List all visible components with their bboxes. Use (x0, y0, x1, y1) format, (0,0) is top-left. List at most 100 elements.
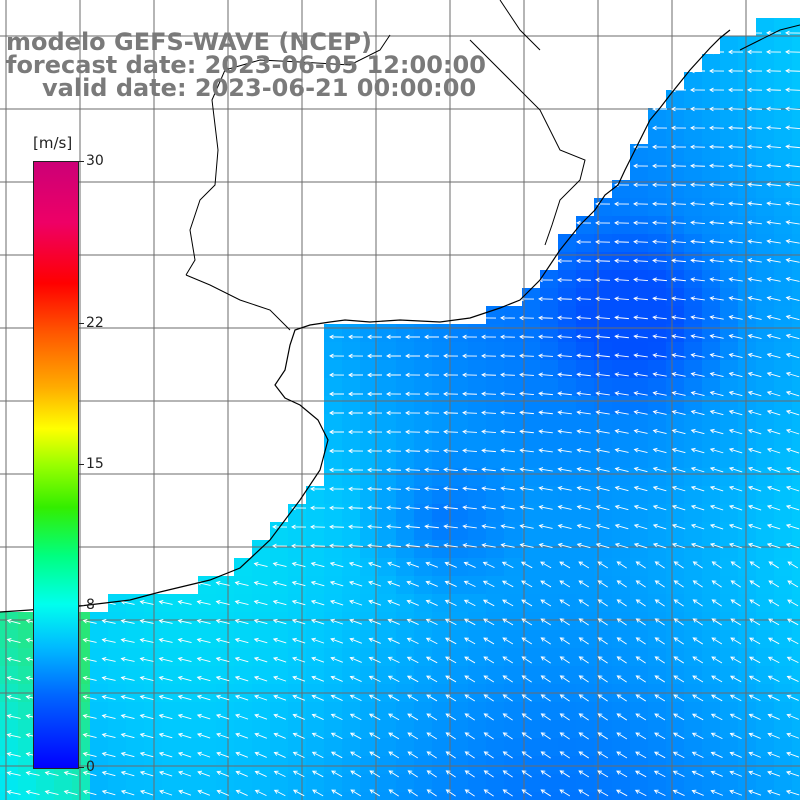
wind-arrow (652, 106, 668, 112)
wind-speed-cell (108, 630, 127, 649)
wind-speed-cell (738, 522, 757, 541)
wind-arrow (690, 542, 705, 549)
wind-speed-cell (738, 576, 757, 595)
wind-speed-cell (144, 612, 163, 631)
wind-speed-cell (666, 594, 685, 613)
wind-arrow (785, 87, 800, 93)
wind-speed-cell (558, 378, 577, 397)
wind-arrow (82, 618, 97, 624)
wind-speed-cell (594, 540, 613, 559)
wind-arrow (120, 713, 135, 720)
wind-speed-cell (612, 738, 631, 757)
wind-arrow (443, 334, 459, 340)
wind-speed-cell (684, 756, 703, 775)
wind-speed-cell (360, 630, 379, 649)
wind-speed-cell (378, 612, 397, 631)
wind-speed-cell (540, 432, 559, 451)
wind-arrow (407, 713, 419, 721)
wind-arrow (386, 429, 402, 435)
wind-speed-cell (144, 720, 163, 739)
wind-speed-cell (576, 612, 595, 631)
wind-arrow (311, 751, 324, 759)
wind-arrow (635, 656, 646, 664)
wind-speed-cell (270, 648, 289, 667)
wind-speed-cell (324, 738, 343, 757)
wind-arrow (671, 485, 686, 492)
wind-arrow (709, 353, 724, 358)
wind-speed-cell (756, 216, 775, 235)
wind-arrow (654, 599, 665, 607)
wind-arrow (386, 486, 402, 492)
wind-arrow (540, 751, 551, 759)
wind-speed-cell (648, 342, 667, 361)
wind-arrow (273, 713, 286, 720)
wind-arrow (215, 599, 230, 605)
wind-speed-cell (684, 342, 703, 361)
wind-speed-cell (666, 324, 685, 343)
wind-arrow (253, 656, 268, 663)
wind-arrow (576, 372, 591, 377)
wind-speed-cell (720, 288, 739, 307)
wind-arrow (464, 713, 475, 721)
wind-speed-cell (414, 630, 433, 649)
wind-speed-cell (720, 414, 739, 433)
wind-speed-cell (576, 522, 595, 541)
wind-speed-cell (432, 486, 451, 505)
wind-arrow (709, 447, 724, 454)
wind-arrow (348, 391, 364, 397)
wind-arrow (329, 391, 345, 397)
wind-arrow (766, 409, 781, 416)
wind-speed-cell (720, 216, 739, 235)
colorbar-tick (78, 161, 84, 162)
wind-speed-cell (360, 378, 379, 397)
wind-arrow (728, 125, 744, 131)
wind-arrow (652, 542, 667, 549)
wind-arrow (424, 486, 439, 492)
wind-speed-cell (396, 450, 415, 469)
wind-arrow (690, 144, 706, 150)
wind-arrow (426, 789, 437, 797)
wind-arrow (672, 770, 685, 778)
wind-arrow (538, 448, 553, 453)
wind-speed-cell (144, 666, 163, 685)
wind-arrow (748, 675, 761, 683)
wind-speed-cell (738, 324, 757, 343)
wind-speed-cell (774, 126, 793, 145)
wind-arrow (578, 618, 589, 626)
wind-arrow (310, 580, 325, 587)
wind-speed-cell (90, 612, 109, 631)
wind-speed-cell (576, 630, 595, 649)
wind-arrow (481, 543, 496, 548)
wind-arrow (367, 524, 382, 530)
wind-arrow (540, 694, 551, 702)
wind-speed-cell (702, 180, 721, 199)
wind-speed-cell (738, 432, 757, 451)
wind-arrow (443, 543, 458, 548)
wind-speed-cell (774, 486, 793, 505)
wind-speed-cell (540, 612, 559, 631)
wind-arrow (786, 713, 799, 720)
wind-speed-cell (522, 486, 541, 505)
wind-arrow (652, 201, 668, 207)
wind-arrow (443, 467, 458, 473)
wind-arrow (463, 561, 476, 568)
wind-speed-cell (738, 774, 757, 793)
wind-arrow (426, 675, 438, 683)
wind-arrow (559, 713, 570, 721)
wind-speed-cell (216, 756, 235, 775)
wind-speed-cell (648, 756, 667, 775)
wind-speed-cell (774, 738, 793, 757)
wind-speed-cell (378, 342, 397, 361)
wind-arrow (654, 656, 665, 664)
wind-arrow (767, 789, 781, 796)
wind-arrow (368, 694, 381, 702)
wind-arrow (445, 770, 456, 778)
wind-speed-cell (594, 360, 613, 379)
wind-arrow (671, 353, 686, 358)
wind-speed-cell (594, 288, 613, 307)
wind-arrow (44, 770, 59, 776)
wind-speed-cell (450, 558, 469, 577)
wind-arrow (82, 657, 97, 662)
wind-arrow (253, 599, 268, 606)
coastline (0, 29, 731, 613)
